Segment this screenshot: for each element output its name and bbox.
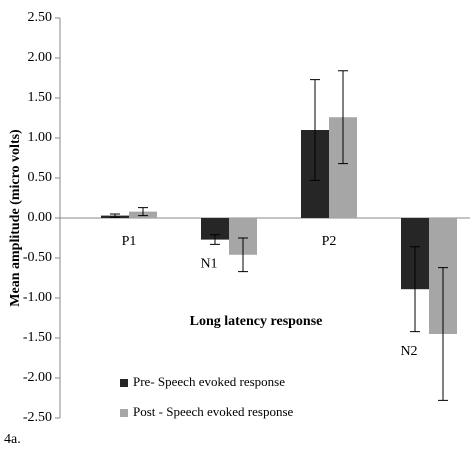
caption: 4a. <box>4 432 21 447</box>
error-bar <box>310 79 320 181</box>
legend-label: Pre- Speech evoked response <box>133 374 285 389</box>
y-tick-label: 1.50 <box>28 90 53 105</box>
y-tick-label: -2.00 <box>23 370 52 385</box>
x-tick-label: P2 <box>322 234 337 249</box>
error-bar <box>210 234 220 245</box>
bar <box>201 218 229 240</box>
x-tick-label: P1 <box>122 234 137 249</box>
y-axis-label: Mean amplitude (micro volts) <box>8 129 23 307</box>
annotation: Long latency response <box>190 314 323 329</box>
y-tick-label: -0.50 <box>23 250 52 265</box>
error-bar <box>338 70 348 165</box>
x-tick-label: N1 <box>200 257 217 272</box>
y-tick-label: 2.00 <box>28 50 53 65</box>
y-tick-label: 0.50 <box>28 170 53 185</box>
y-tick-label: 1.00 <box>28 130 53 145</box>
y-tick-label: -2.50 <box>23 410 52 425</box>
error-bar <box>410 246 420 333</box>
y-tick-label: 0.00 <box>28 210 53 225</box>
error-bar <box>138 207 148 217</box>
legend-swatch <box>120 409 128 417</box>
x-tick-label: N2 <box>400 344 417 359</box>
y-tick-label: 2.50 <box>28 10 53 25</box>
error-bar <box>438 267 448 401</box>
legend-label: Post - Speech evoked response <box>133 404 294 419</box>
legend-swatch <box>120 379 128 387</box>
error-bar <box>110 213 120 218</box>
error-bar <box>238 237 248 273</box>
y-tick-label: -1.50 <box>23 330 52 345</box>
y-tick-label: -1.00 <box>23 290 52 305</box>
